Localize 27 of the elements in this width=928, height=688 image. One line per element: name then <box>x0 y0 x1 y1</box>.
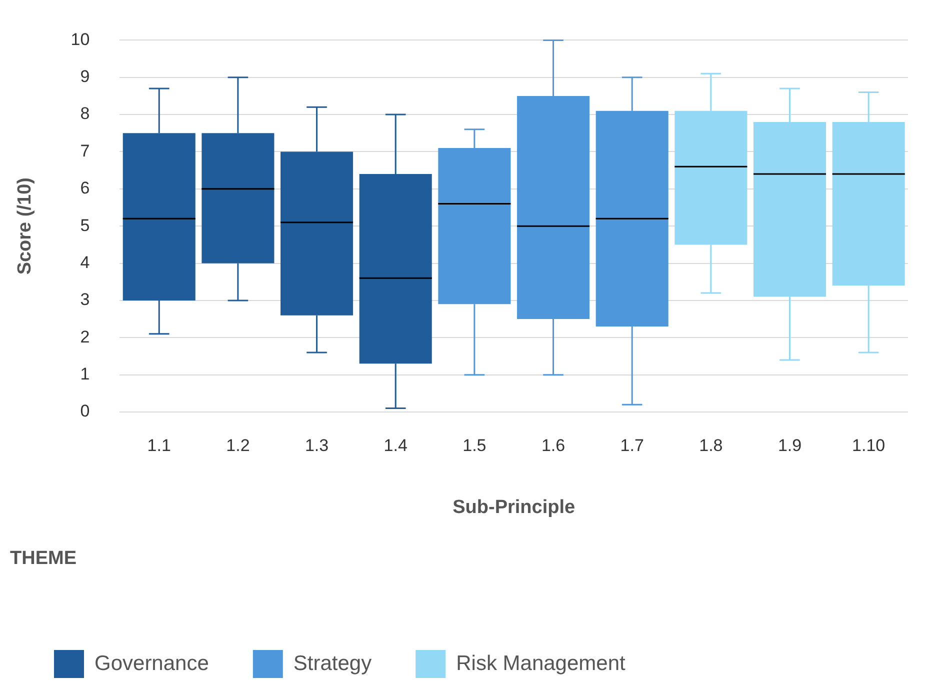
y-tick-label: 0 <box>80 402 90 421</box>
x-tick-label: 1.5 <box>462 436 486 455</box>
legend-label: Governance <box>94 652 209 675</box>
legend-label: Strategy <box>293 652 372 675</box>
legend-title: THEME <box>10 548 76 569</box>
legend-label: Risk Management <box>456 652 626 675</box>
y-tick-label: 7 <box>80 141 90 160</box>
x-tick-label: 1.2 <box>226 436 250 455</box>
y-tick-label: 2 <box>80 327 90 346</box>
x-tick-label: 1.9 <box>778 436 802 455</box>
y-tick-label: 3 <box>80 290 90 310</box>
x-tick-label: 1.8 <box>699 436 723 455</box>
x-tick-label: 1.7 <box>620 436 644 455</box>
x-tick-label: 1.3 <box>304 436 329 455</box>
x-tick-label: 1.10 <box>852 436 886 455</box>
y-tick-label: 9 <box>80 67 90 86</box>
y-tick-label: 6 <box>80 178 90 198</box>
y-tick-label: 5 <box>80 216 90 235</box>
y-tick-label: 1 <box>80 364 90 384</box>
x-tick-label: 1.1 <box>147 436 171 455</box>
y-tick-label: 10 <box>70 30 90 49</box>
y-axis-title: Score (/10) <box>14 178 36 275</box>
y-tick-label: 8 <box>80 104 90 124</box>
x-tick-label: 1.6 <box>541 436 566 455</box>
y-tick-label: 4 <box>80 252 90 272</box>
x-axis-title: Sub-Principle <box>452 497 576 518</box>
x-tick-label: 1.4 <box>384 436 408 455</box>
